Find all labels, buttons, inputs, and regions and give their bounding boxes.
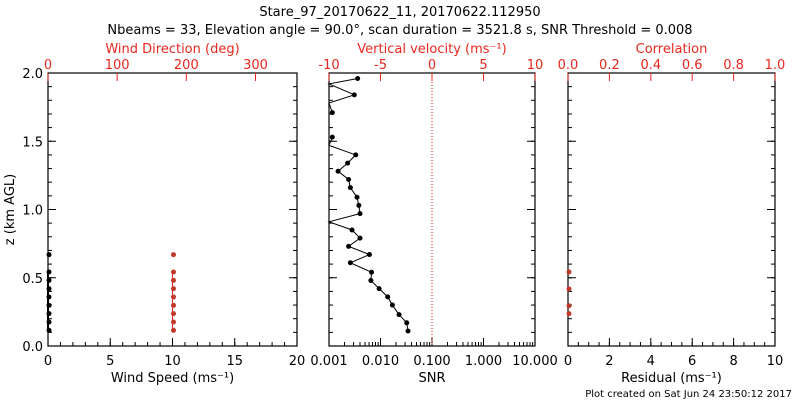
panel2-top-xtick-label: -10	[318, 58, 339, 73]
panel3-xtick-label: 2	[605, 354, 613, 369]
ytick-label: 1.0	[22, 204, 43, 219]
wind-speed-point	[46, 294, 52, 300]
panel2-xtick-label: 10.000	[512, 354, 558, 369]
residual-point	[566, 286, 572, 292]
ytick-label: 0.0	[22, 340, 43, 355]
panel2-top-xtick-label: 5	[479, 58, 487, 73]
panel3-xtick-label: 8	[729, 354, 737, 369]
wind-direction-point	[171, 286, 176, 292]
panel1-top-xtick-label: 0	[44, 58, 52, 73]
panel1-xlabel: Wind Speed (ms⁻¹)	[111, 371, 234, 386]
wind-speed-point	[46, 286, 52, 292]
wind-direction-point	[171, 319, 176, 325]
panel2-xtick-label: 0.100	[413, 354, 450, 369]
snr-line	[327, 77, 358, 113]
panel1-top-xtick-label: 100	[105, 58, 130, 73]
panel1-top-xlabel: Wind Direction (deg)	[105, 42, 239, 57]
wind-direction-point	[171, 294, 176, 300]
panel3-top-xtick-label: 0.6	[682, 58, 703, 73]
panel1-xtick-label: 5	[106, 354, 114, 369]
wind-speed-point	[46, 269, 52, 275]
panel3-top-xtick-label: 1.0	[765, 58, 786, 73]
panel2-top-xlabel: Vertical velocity (ms⁻¹)	[357, 42, 506, 57]
panel1-xtick-label: 20	[289, 354, 306, 369]
wind-speed-point	[46, 311, 52, 317]
panel3-top-xlabel: Correlation	[636, 42, 708, 57]
plot-footer: Plot created on Sat Jun 24 23:50:12 2017	[585, 389, 792, 400]
plot-title: Stare_97_20170622_11, 20170622.112950	[259, 5, 540, 20]
panel3-top-xtick-label: 0.0	[558, 58, 579, 73]
panel3-xtick-label: 4	[647, 354, 655, 369]
panel2-xtick-label: 0.001	[310, 354, 347, 369]
panel1-xtick-label: 10	[164, 354, 181, 369]
ytick-label: 0.5	[22, 272, 43, 287]
panel1-xtick-label: 0	[44, 354, 52, 369]
plot-subtitle: Nbeams = 33, Elevation angle = 90.0°, sc…	[107, 23, 692, 38]
panel2-xlabel: SNR	[418, 371, 445, 386]
snr-line	[327, 136, 409, 332]
panel3-top-xtick-label: 0.2	[599, 58, 620, 73]
panel2-xtick-label: 0.010	[362, 354, 399, 369]
wind-direction-point	[171, 269, 176, 275]
residual-point	[566, 269, 572, 275]
panel1-top-xtick-label: 300	[243, 58, 268, 73]
wind-speed-point	[46, 252, 52, 258]
ytick-label: 2.0	[22, 67, 43, 82]
panel3-xtick-label: 0	[564, 354, 572, 369]
panel3-xtick-label: 10	[767, 354, 784, 369]
panel3-top-xtick-label: 0.8	[723, 58, 744, 73]
panel2-top-xtick-label: 0	[428, 58, 436, 73]
panel2-xtick-label: 1.000	[465, 354, 502, 369]
wind-direction-point	[171, 302, 176, 308]
wind-speed-point	[46, 319, 52, 325]
wind-direction-point	[171, 277, 176, 283]
wind-speed-point	[46, 277, 52, 283]
wind-direction-point	[171, 311, 176, 317]
residual-point	[566, 311, 572, 317]
panel3-xtick-label: 6	[688, 354, 696, 369]
panel3-xlabel: Residual (ms⁻¹)	[621, 371, 722, 386]
wind-speed-point	[46, 302, 52, 308]
wind-direction-point	[171, 252, 176, 258]
wind-speed-point	[46, 327, 52, 333]
panel1-top-xtick-label: 200	[174, 58, 199, 73]
ytick-label: 1.5	[22, 135, 43, 150]
panel1-xtick-label: 15	[226, 354, 243, 369]
panel3-top-xtick-label: 0.4	[640, 58, 661, 73]
panel3-frame	[567, 72, 776, 347]
panel2-top-xtick-label: 10	[527, 58, 544, 73]
panel2-top-xtick-label: -5	[374, 58, 387, 73]
residual-point	[566, 303, 572, 309]
ylabel: z (km AGL)	[3, 174, 18, 245]
wind-direction-point	[171, 327, 176, 333]
